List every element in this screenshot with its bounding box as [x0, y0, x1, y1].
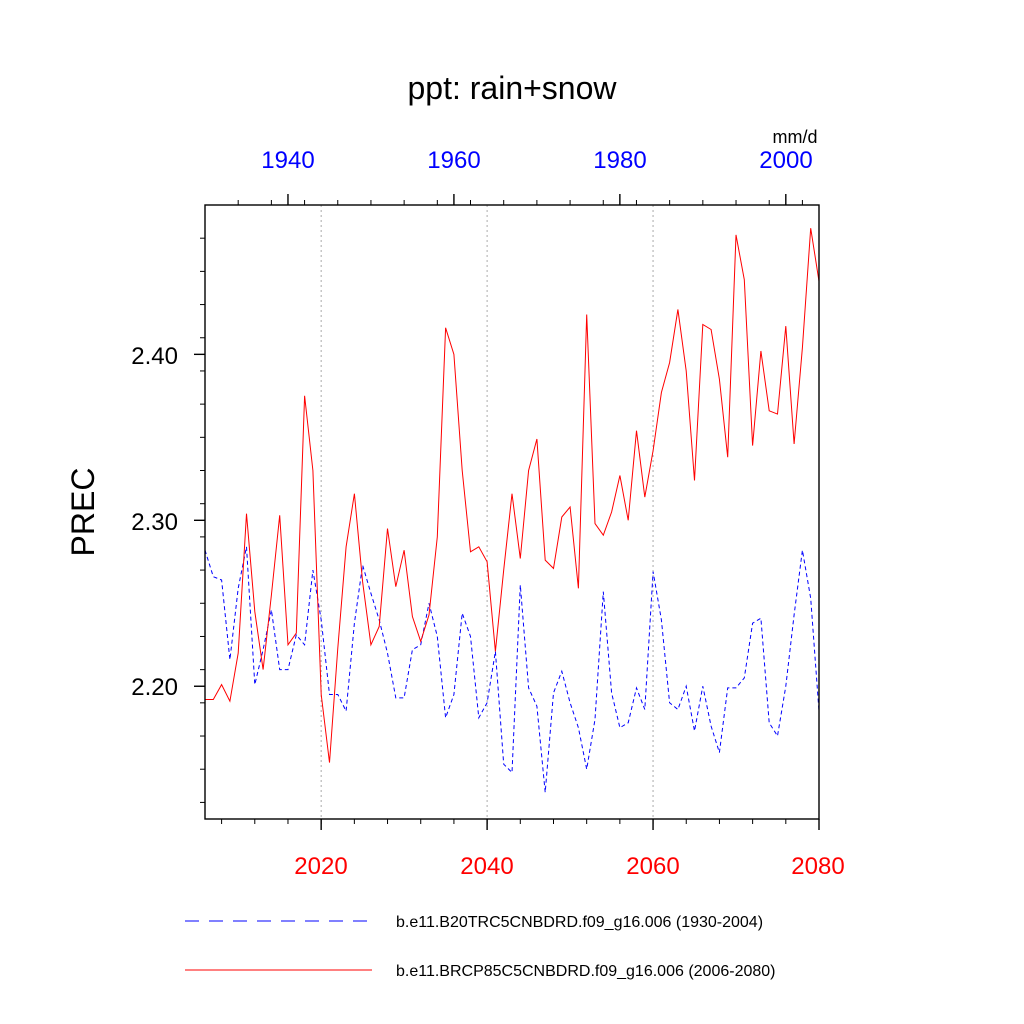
top-x-tick-labels: 1940 1960 1980 2000 — [261, 147, 812, 174]
top-x-tick-label: 1940 — [261, 147, 314, 174]
top-x-tick-label: 2000 — [759, 147, 812, 174]
y-tick-label: 2.30 — [131, 509, 178, 536]
legend-label-future: b.e11.BRCP85C5CNBDRD.f09_g16.006 (2006-2… — [396, 963, 775, 980]
series-line-historical — [204, 546, 820, 793]
legend-label-historical: b.e11.B20TRC5CNBDRD.f09_g16.006 (1930-20… — [396, 914, 763, 931]
chart-title: ppt: rain+snow — [407, 70, 617, 106]
grid-lines — [320, 205, 654, 819]
series-line-future — [205, 228, 820, 763]
bottom-x-tick-label: 2060 — [626, 853, 679, 880]
y-tick-label: 2.40 — [131, 343, 178, 370]
legend: b.e11.B20TRC5CNBDRD.f09_g16.006 (1930-20… — [185, 914, 775, 980]
axis-ticks — [194, 194, 820, 830]
series-lines — [204, 228, 820, 793]
bottom-x-tick-label: 2040 — [460, 853, 513, 880]
bottom-x-tick-label: 2020 — [294, 853, 347, 880]
top-x-tick-label: 1980 — [593, 147, 646, 174]
plot-frame — [204, 204, 820, 820]
bottom-x-tick-label: 2080 — [791, 853, 844, 880]
y-tick-label: 2.20 — [131, 674, 178, 701]
top-x-tick-label: 1960 — [427, 147, 480, 174]
y-tick-labels: 2.20 2.30 2.40 — [131, 343, 178, 701]
y-axis-label: PREC — [65, 468, 101, 557]
bottom-x-tick-labels: 2020 2040 2060 2080 — [294, 853, 844, 880]
units-label: mm/d — [773, 127, 818, 147]
